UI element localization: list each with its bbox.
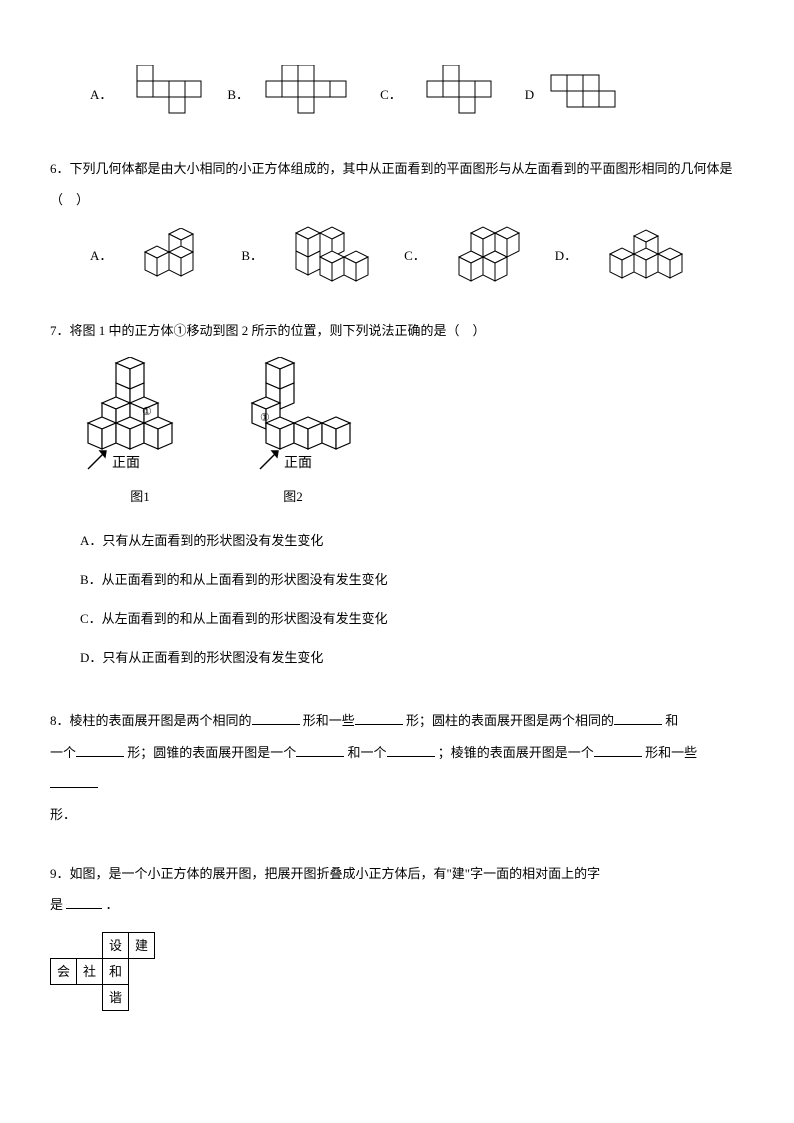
q6-opt-c-label: C． — [404, 246, 426, 267]
solid-a-icon — [141, 228, 207, 284]
q6-opt-a-label: A． — [90, 246, 112, 267]
question-7: 7．将图 1 中的正方体①移动到图 2 所示的位置，则下列说法正确的是（ ） ① — [50, 315, 744, 677]
net-b-icon — [264, 65, 360, 125]
q7-figures: ① 正面 图1 — [80, 357, 744, 508]
q6-options-row: A． B． C． — [80, 225, 744, 287]
fig2-label: 图2 — [283, 487, 303, 508]
blank[interactable] — [355, 711, 403, 725]
q5-options-row: A． B． C． — [80, 65, 744, 125]
q5-opt-a-label: A． — [90, 85, 112, 106]
fig1-label: 图1 — [130, 487, 150, 508]
net-table: 设 建 会 社 和 谐 — [50, 932, 155, 1011]
q9-net: 设 建 会 社 和 谐 — [50, 932, 744, 1011]
fig2-mark: ① — [260, 412, 270, 424]
fig2-front: 正面 — [284, 456, 312, 471]
q8-line3: 形． — [50, 799, 744, 830]
fig2-icon: ① 正面 — [230, 357, 356, 485]
q6-text: 6．下列几何体都是由大小相同的小正方体组成的，其中从正面看到的平面图形与从左面看… — [50, 153, 744, 215]
net-cell: 社 — [77, 959, 103, 985]
q8-line1: 8．棱柱的表面展开图是两个相同的 形和一些 形；圆柱的表面展开图是两个相同的 和 — [50, 705, 744, 736]
blank[interactable] — [614, 711, 662, 725]
q9-text2: 是 ． — [50, 889, 744, 920]
q7-opt-a: A．只有从左面看到的形状图没有发生变化 — [80, 521, 744, 560]
net-cell: 和 — [103, 959, 129, 985]
net-d-icon — [549, 73, 621, 118]
solid-b-icon — [292, 225, 370, 287]
fig1-front: 正面 — [112, 456, 140, 471]
blank[interactable] — [76, 743, 124, 757]
q9-text: 9．如图，是一个小正方体的展开图，把展开图折叠成小正方体后，有"建"字一面的相对… — [50, 858, 744, 889]
blank[interactable] — [252, 711, 300, 725]
q8-line2: 一个 形；圆锥的表面展开图是一个 和一个 ；棱锥的表面展开图是一个 形和一些 — [50, 737, 744, 799]
blank[interactable] — [387, 743, 435, 757]
net-cell: 谐 — [103, 985, 129, 1011]
q6-opt-d-label: D． — [555, 246, 577, 267]
question-9: 9．如图，是一个小正方体的展开图，把展开图折叠成小正方体后，有"建"字一面的相对… — [50, 858, 744, 1011]
net-a-icon — [127, 65, 207, 125]
net-cell: 会 — [51, 959, 77, 985]
q5-opt-c-label: C． — [380, 85, 402, 106]
blank[interactable] — [50, 774, 98, 788]
net-cell: 设 — [103, 933, 129, 959]
q7-options: A．只有从左面看到的形状图没有发生变化 B．从正面看到的和从上面看到的形状图没有… — [80, 521, 744, 677]
q5-opt-d-label: D — [525, 85, 534, 106]
fig1-icon: ① 正面 — [80, 357, 200, 485]
question-6: 6．下列几何体都是由大小相同的小正方体组成的，其中从正面看到的平面图形与从左面看… — [50, 153, 744, 287]
q7-opt-d: D．只有从正面看到的形状图没有发生变化 — [80, 638, 744, 677]
fig1-mark: ① — [142, 406, 152, 418]
net-c-icon — [417, 65, 505, 125]
blank[interactable] — [66, 895, 102, 909]
q6-opt-b-label: B． — [241, 246, 263, 267]
q7-opt-c: C．从左面看到的和从上面看到的形状图没有发生变化 — [80, 599, 744, 638]
q7-text: 7．将图 1 中的正方体①移动到图 2 所示的位置，则下列说法正确的是（ ） — [50, 315, 744, 346]
solid-c-icon — [455, 225, 521, 287]
q7-opt-b: B．从正面看到的和从上面看到的形状图没有发生变化 — [80, 560, 744, 599]
blank[interactable] — [594, 743, 642, 757]
q7-fig1-col: ① 正面 图1 — [80, 357, 200, 508]
q5-opt-b-label: B． — [227, 85, 249, 106]
question-8: 8．棱柱的表面展开图是两个相同的 形和一些 形；圆柱的表面展开图是两个相同的 和… — [50, 705, 744, 830]
solid-d-icon — [606, 228, 696, 284]
net-cell: 建 — [129, 933, 155, 959]
question-5-options: A． B． C． — [50, 65, 744, 125]
blank[interactable] — [296, 743, 344, 757]
q7-fig2-col: ① 正面 图2 — [230, 357, 356, 508]
